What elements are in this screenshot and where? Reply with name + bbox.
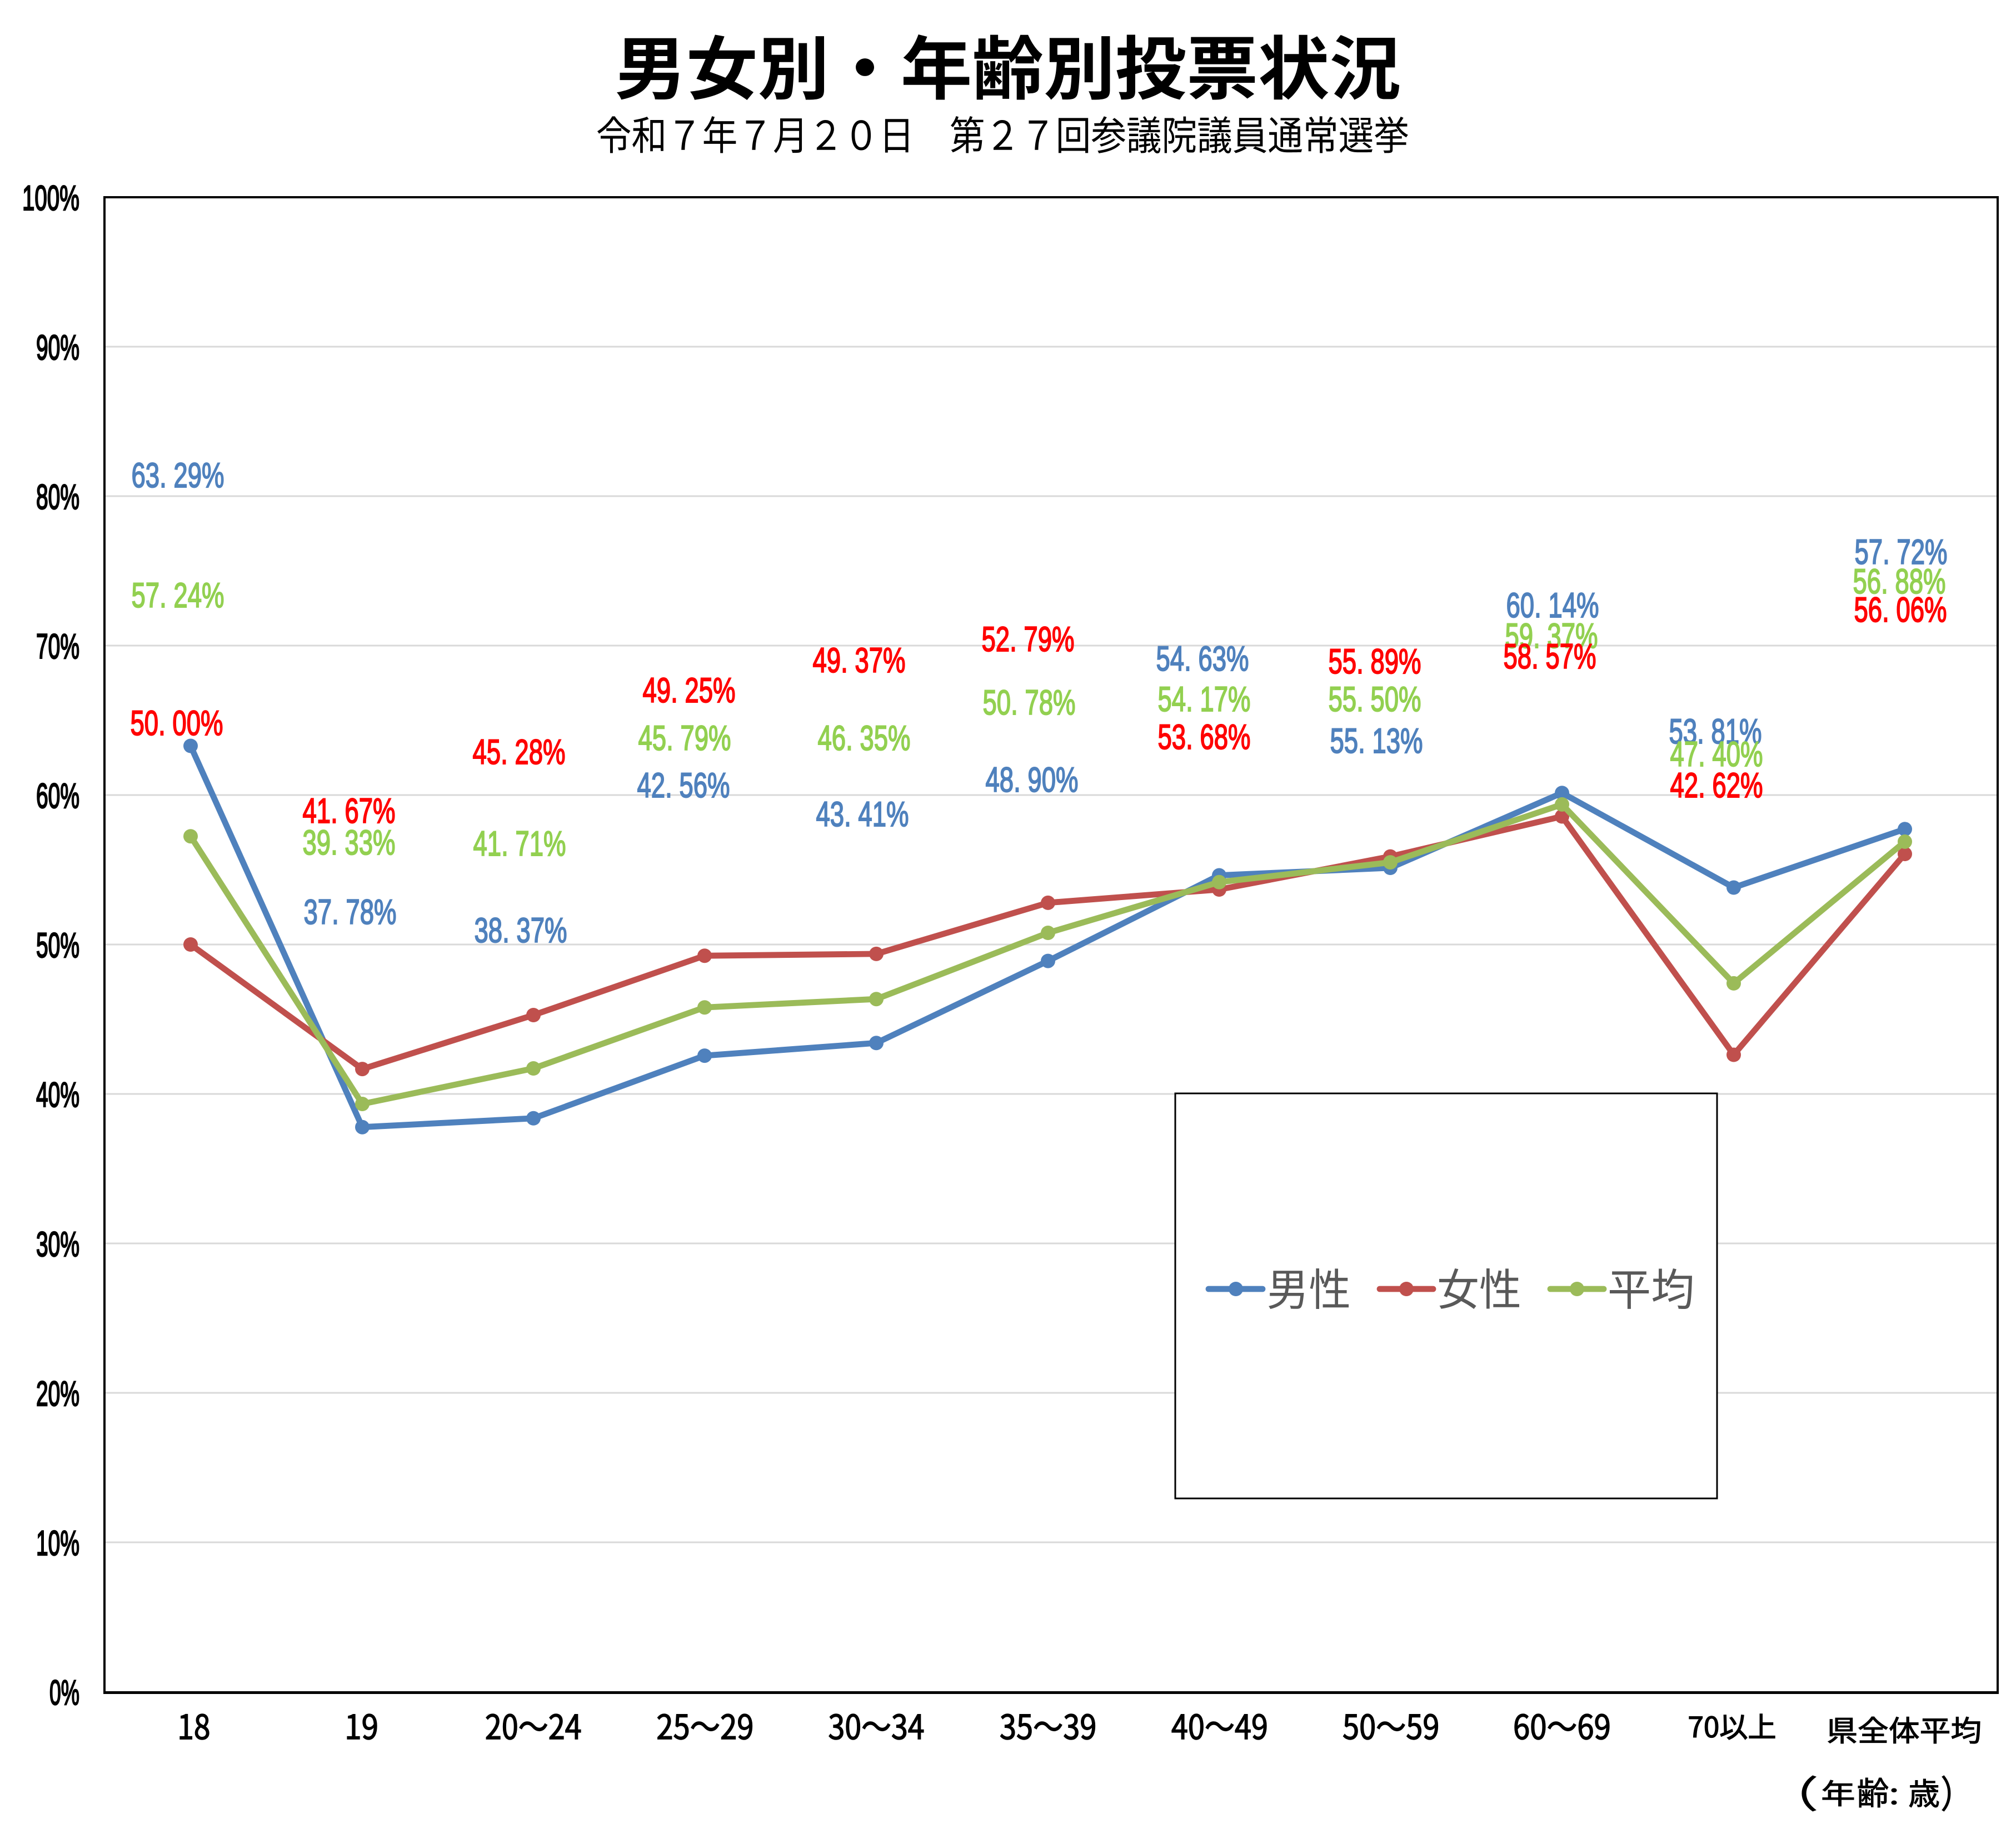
svg-text:46. 35%: 46. 35%	[818, 719, 911, 758]
svg-text:57. 24%: 57. 24%	[132, 576, 224, 615]
svg-text:100%: 100%	[22, 179, 79, 218]
svg-text:56. 06%: 56. 06%	[1854, 591, 1947, 629]
svg-text:38. 37%: 38. 37%	[475, 911, 567, 950]
svg-text:57. 72%: 57. 72%	[1855, 533, 1948, 572]
svg-text:45. 79%: 45. 79%	[638, 719, 731, 758]
svg-text:53. 68%: 53. 68%	[1158, 718, 1251, 757]
svg-text:59. 37%: 59. 37%	[1505, 617, 1598, 656]
svg-text:42. 56%: 42. 56%	[637, 766, 730, 805]
svg-text:37. 78%: 37. 78%	[304, 893, 397, 932]
svg-text:20%: 20%	[36, 1375, 79, 1413]
svg-text:55. 13%: 55. 13%	[1330, 722, 1423, 761]
svg-text:55. 50%: 55. 50%	[1329, 680, 1421, 719]
svg-text:48. 90%: 48. 90%	[986, 761, 1079, 799]
svg-text:53. 81%: 53. 81%	[1669, 712, 1762, 751]
svg-text:63. 29%: 63. 29%	[132, 456, 224, 495]
svg-text:41. 71%: 41. 71%	[473, 824, 566, 863]
svg-text:55. 89%: 55. 89%	[1329, 642, 1421, 681]
svg-text:54. 63%: 54. 63%	[1156, 639, 1249, 678]
svg-text:70%: 70%	[36, 627, 79, 666]
svg-text:90%: 90%	[36, 328, 79, 367]
svg-text:42. 62%: 42. 62%	[1670, 766, 1763, 805]
svg-text:54. 17%: 54. 17%	[1158, 680, 1251, 719]
svg-text:45. 28%: 45. 28%	[473, 733, 566, 772]
svg-text:30%: 30%	[36, 1225, 79, 1264]
svg-text:41. 67%: 41. 67%	[303, 792, 396, 831]
svg-text:49. 37%: 49. 37%	[813, 641, 906, 680]
svg-text:47. 40%: 47. 40%	[1670, 735, 1763, 774]
svg-text:40%: 40%	[36, 1076, 79, 1115]
svg-text:39. 33%: 39. 33%	[303, 823, 396, 862]
svg-text:52. 79%: 52. 79%	[982, 620, 1075, 659]
svg-text:10%: 10%	[36, 1524, 79, 1563]
svg-text:60. 14%: 60. 14%	[1506, 586, 1599, 625]
svg-text:43. 41%: 43. 41%	[816, 795, 909, 834]
svg-text:0%: 0%	[49, 1673, 79, 1712]
svg-text:50. 78%: 50. 78%	[983, 683, 1076, 722]
svg-text:56. 88%: 56. 88%	[1853, 562, 1946, 601]
svg-text:60%: 60%	[36, 777, 79, 816]
svg-text:58. 57%: 58. 57%	[1504, 637, 1596, 676]
svg-text:50%: 50%	[36, 926, 79, 965]
svg-text:50. 00%: 50. 00%	[131, 704, 223, 743]
svg-text:49. 25%: 49. 25%	[643, 671, 736, 710]
svg-text:80%: 80%	[36, 478, 79, 517]
